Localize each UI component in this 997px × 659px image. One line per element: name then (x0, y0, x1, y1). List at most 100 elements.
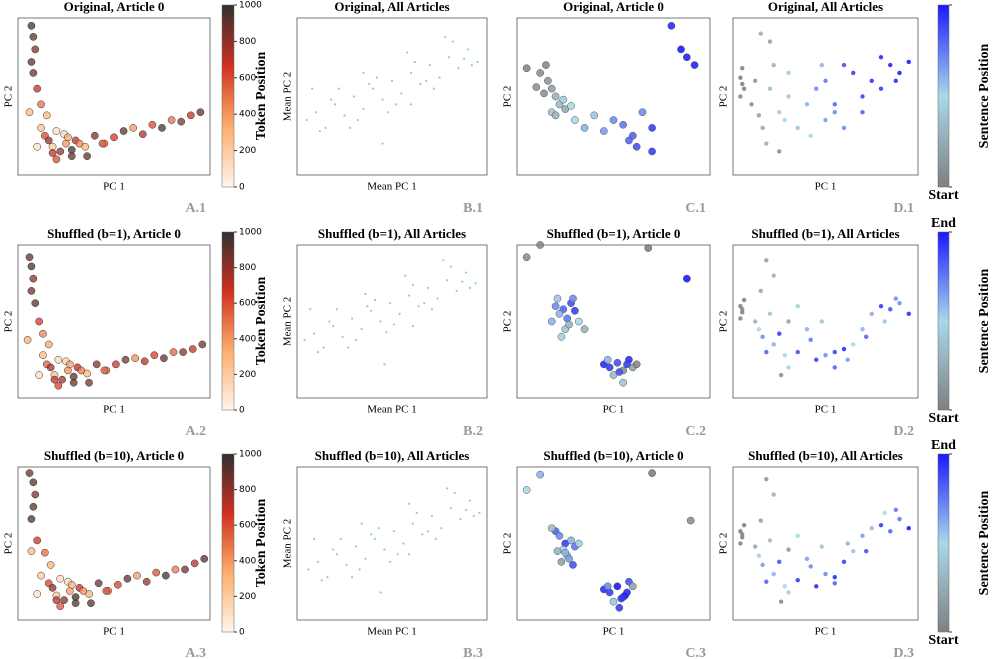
point (69, 372, 78, 381)
point (447, 56, 451, 59)
point (574, 539, 583, 548)
point (786, 590, 791, 595)
point (385, 331, 388, 334)
colorbar (937, 231, 950, 411)
colorbar-tick-label: End (931, 216, 956, 231)
point (740, 535, 745, 540)
point (27, 515, 36, 523)
point (29, 502, 38, 511)
point (90, 131, 99, 140)
point (152, 568, 161, 577)
point (832, 365, 837, 370)
point (764, 258, 769, 263)
point (605, 363, 614, 372)
point (373, 537, 376, 541)
point (738, 75, 743, 80)
point (619, 378, 628, 387)
point (522, 486, 531, 494)
point (771, 62, 776, 68)
point (335, 308, 338, 311)
point (322, 346, 325, 349)
point (814, 86, 819, 91)
point (94, 579, 103, 588)
axes-frame (732, 466, 919, 621)
axes-frame (516, 466, 711, 621)
point (364, 557, 367, 560)
point (368, 82, 371, 86)
point (33, 142, 42, 151)
point (446, 487, 449, 490)
point (832, 581, 837, 586)
panel-label: A.1 (185, 201, 206, 216)
point (738, 94, 743, 99)
point (764, 141, 769, 146)
points (738, 477, 911, 604)
point (738, 316, 743, 321)
point (590, 111, 599, 120)
point (613, 358, 622, 367)
point (906, 526, 911, 531)
point (419, 82, 422, 86)
point (756, 553, 762, 558)
panel-label: A.3 (185, 646, 206, 659)
point (463, 57, 466, 60)
point (551, 92, 560, 101)
point (869, 526, 874, 531)
colorbar (937, 4, 950, 188)
point (333, 103, 337, 106)
point (200, 554, 209, 563)
point (782, 352, 787, 358)
point (328, 320, 331, 323)
point (366, 305, 369, 308)
point (740, 532, 745, 537)
panel-label: C.3 (685, 646, 706, 659)
point (358, 568, 361, 571)
point (845, 357, 850, 362)
axes-frame (732, 17, 919, 176)
point (37, 124, 45, 132)
x-axis-label: PC 1 (103, 181, 125, 193)
point (777, 110, 782, 115)
point (764, 349, 769, 355)
point (138, 130, 147, 139)
point (430, 308, 433, 311)
point (25, 253, 34, 262)
point (841, 559, 847, 565)
axes-frame (732, 244, 919, 399)
point (375, 76, 378, 79)
point (196, 108, 205, 117)
axes-frame (17, 17, 211, 176)
point (609, 116, 618, 124)
point (878, 304, 884, 309)
point (609, 597, 618, 606)
points (303, 259, 477, 366)
point (804, 102, 810, 107)
point (337, 87, 340, 90)
point (623, 360, 631, 369)
point (740, 310, 745, 315)
point (888, 529, 893, 534)
point (795, 304, 800, 309)
x-axis-label: PC 1 (103, 404, 125, 416)
point (25, 469, 34, 477)
point (753, 544, 758, 549)
point (617, 594, 626, 603)
point (841, 346, 847, 352)
point (64, 133, 72, 142)
point (738, 541, 743, 546)
point (882, 319, 887, 324)
chart-title: Original, Article 0 (563, 0, 664, 14)
point (760, 562, 765, 568)
y-axis-label: PC 2 (718, 311, 730, 333)
point (390, 79, 394, 82)
point (888, 307, 893, 312)
point (79, 587, 88, 595)
point (27, 262, 36, 271)
point (58, 375, 67, 384)
point (400, 92, 403, 95)
point (406, 51, 409, 54)
point (767, 86, 773, 91)
point (179, 348, 187, 356)
point (532, 83, 541, 91)
points (25, 469, 209, 611)
